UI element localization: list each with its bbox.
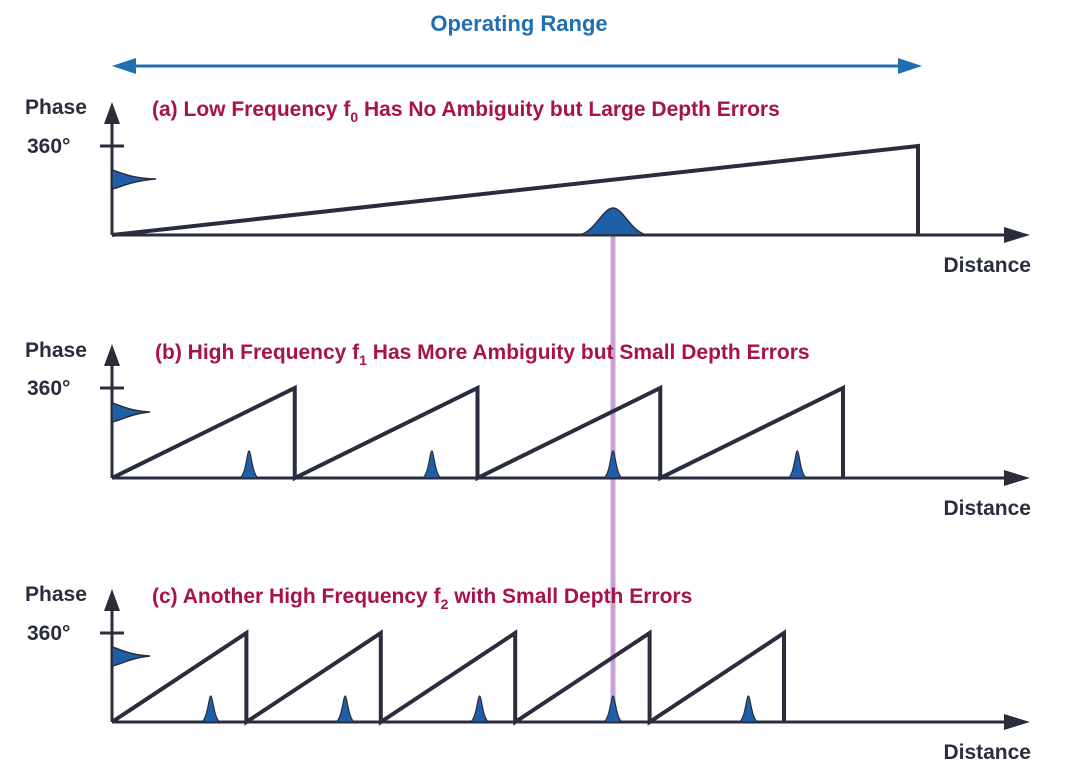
phase-axis-label: Phase xyxy=(25,339,87,362)
panel-title: (c) Another High Frequency f2 with Small… xyxy=(152,585,692,612)
depth-error-peak xyxy=(334,695,357,723)
depth-error-peak xyxy=(578,207,648,236)
depth-error-peak xyxy=(238,450,261,479)
tick-360-label: 360° xyxy=(27,622,70,645)
operating-range-arrow xyxy=(112,58,922,74)
depth-error-peak xyxy=(602,695,624,723)
panel-title: (b) High Frequency f1 Has More Ambiguity… xyxy=(155,341,810,368)
distance-axis-label: Distance xyxy=(943,741,1031,764)
phase-error-distribution xyxy=(111,401,151,423)
panel-a-error-distributions xyxy=(111,168,648,236)
panel-b-error-distributions xyxy=(111,401,809,479)
panel-a: Phase 360° (a) Low Frequency f0 Has No A… xyxy=(25,96,1031,277)
phase-axis-arrowhead xyxy=(104,344,120,366)
panel-c-error-distributions xyxy=(111,645,760,723)
depth-error-peak xyxy=(737,695,760,723)
panel-b-phase-waveform xyxy=(111,384,845,482)
panel-b: Phase 360° (b) High Frequency f1 Has Mor… xyxy=(25,339,1031,520)
sawtooth-phase-line xyxy=(111,143,920,237)
depth-error-peak xyxy=(420,450,443,479)
panel-c: Phase 360° (c) Another High Frequency f2… xyxy=(25,583,1031,764)
phase-axis-arrowhead xyxy=(104,589,120,611)
depth-error-peak xyxy=(602,450,624,479)
phase-axis-label: Phase xyxy=(25,96,87,119)
tick-360-label: 360° xyxy=(27,135,70,158)
phase-axis-label: Phase xyxy=(25,583,87,606)
panel-c-phase-waveform xyxy=(110,629,786,726)
panel-title: (a) Low Frequency f0 Has No Ambiguity bu… xyxy=(152,98,780,125)
depth-error-peak xyxy=(468,695,491,723)
sawtooth-phase-line xyxy=(110,629,786,726)
tick-360-label: 360° xyxy=(27,377,70,400)
sawtooth-phase-line xyxy=(111,384,845,482)
depth-error-peak xyxy=(199,695,222,723)
phase-error-distribution xyxy=(111,168,157,190)
distance-axis-arrowhead xyxy=(1004,470,1030,486)
panel-a-phase-waveform xyxy=(111,143,920,237)
phase-error-distribution xyxy=(111,645,151,667)
distance-axis-arrowhead xyxy=(1004,227,1030,243)
panel-b-axes xyxy=(100,344,1030,486)
phase-axis-arrowhead xyxy=(104,102,120,124)
depth-error-peak xyxy=(786,450,809,479)
distance-axis-label: Distance xyxy=(943,254,1031,277)
operating-range-label: Operating Range xyxy=(430,11,607,36)
distance-axis-arrowhead xyxy=(1004,714,1030,730)
distance-axis-label: Distance xyxy=(943,497,1031,520)
panel-c-axes xyxy=(100,589,1030,730)
